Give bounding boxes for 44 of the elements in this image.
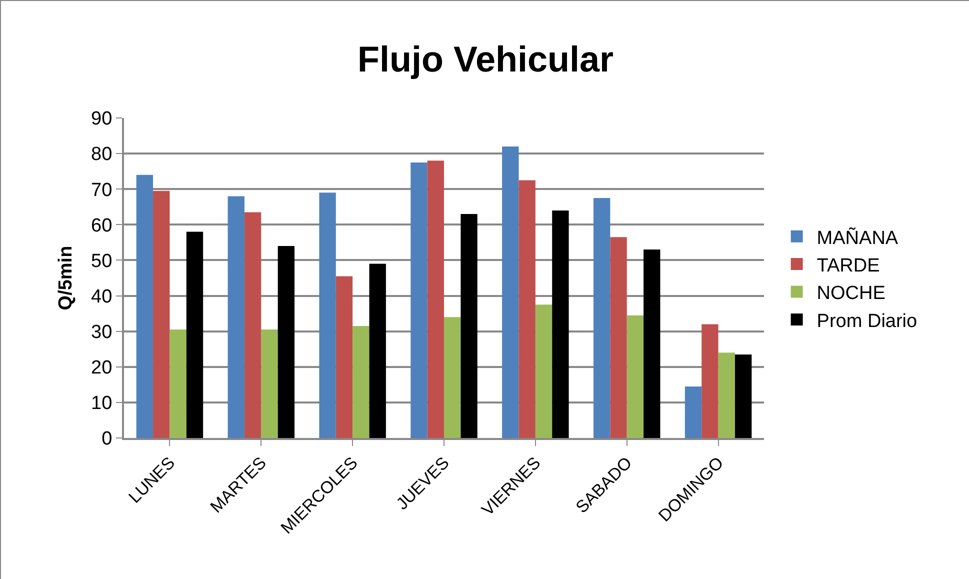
y-tick-label: 40 — [91, 286, 112, 308]
bar — [518, 180, 536, 438]
bar — [410, 162, 428, 438]
y-tick-label: 70 — [91, 180, 112, 201]
bar — [244, 212, 262, 438]
bar — [444, 317, 461, 438]
bar — [278, 246, 295, 438]
bar — [718, 352, 735, 438]
y-tick-label: 20 — [91, 358, 112, 379]
bar — [369, 264, 386, 438]
bar — [502, 146, 519, 438]
bar — [644, 250, 660, 438]
y-axis-title: Q/5min — [55, 246, 76, 310]
bar — [610, 237, 627, 438]
y-tick-label: 50 — [91, 250, 112, 272]
y-tick-label: 30 — [91, 322, 112, 343]
bar — [186, 232, 204, 438]
y-tick-label: 10 — [91, 393, 112, 414]
chart-title: Flujo Vehicular — [357, 38, 614, 80]
bar — [170, 330, 186, 438]
bar — [702, 324, 718, 438]
legend-label: NOCHE — [816, 283, 886, 304]
bar — [136, 174, 154, 438]
bar — [535, 304, 552, 438]
bar — [460, 214, 478, 438]
y-tick-label: 0 — [102, 428, 112, 450]
bar — [319, 192, 336, 438]
y-tick-label: 90 — [91, 108, 112, 130]
legend-label: TARDE — [816, 255, 880, 276]
y-tick-label: 60 — [91, 215, 112, 236]
legend-label: Prom Diario — [816, 310, 918, 332]
y-tick-label: 80 — [91, 144, 112, 166]
bar — [427, 160, 444, 438]
bar — [336, 276, 353, 438]
bar — [552, 210, 569, 438]
bar — [352, 326, 370, 438]
bar — [153, 190, 170, 438]
bar — [228, 196, 244, 438]
bar — [626, 315, 644, 438]
bar — [734, 354, 752, 438]
legend-label: MAÑANA — [816, 226, 898, 249]
bar — [593, 198, 610, 438]
bar — [684, 386, 702, 438]
bar — [261, 330, 278, 438]
